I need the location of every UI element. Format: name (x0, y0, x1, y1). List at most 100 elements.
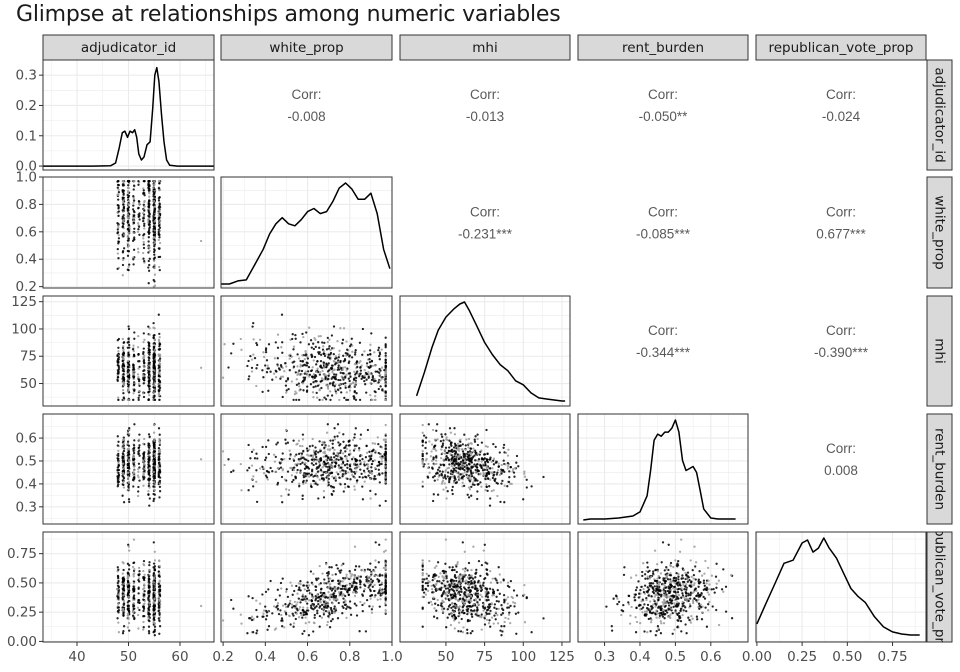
scatter-point (121, 184, 125, 187)
scatter-point (348, 389, 352, 392)
scatter-point (158, 357, 162, 360)
scatter-point (132, 349, 135, 353)
scatter-point (142, 189, 145, 192)
scatter-point (126, 379, 129, 383)
scatter-point (331, 465, 334, 469)
scatter-point (152, 497, 156, 501)
scatter-point (319, 334, 322, 338)
scatter-point (446, 467, 449, 470)
scatter-point (148, 478, 151, 481)
scatter-point (133, 179, 136, 183)
scatter-point (117, 257, 120, 260)
scatter-point (127, 459, 131, 462)
scatter-point (484, 444, 488, 448)
scatter-point (340, 375, 343, 378)
scatter-point (276, 346, 280, 349)
scatter-point (132, 610, 135, 613)
scatter-point (476, 490, 479, 493)
scatter-point (153, 565, 157, 568)
scatter-point (281, 452, 284, 455)
scatter-point (504, 463, 507, 466)
scatter-point (157, 214, 160, 217)
scatter-point (370, 450, 374, 453)
scatter-point (291, 593, 294, 596)
scatter-point (482, 458, 485, 461)
scatter-point (310, 485, 313, 489)
scatter-point (142, 615, 145, 618)
scatter-point (157, 598, 161, 601)
scatter-point (384, 440, 387, 443)
scatter-point (122, 383, 126, 387)
scatter-point (332, 352, 335, 356)
scatter-point (378, 460, 381, 464)
scatter-point (148, 619, 151, 623)
scatter-point (142, 457, 145, 460)
scatter-point (384, 474, 387, 477)
scatter-point (281, 395, 284, 399)
scatter-point (369, 381, 372, 385)
scatter-point (117, 452, 120, 456)
scatter-point (138, 394, 141, 397)
scatter-point (142, 246, 146, 250)
scatter-point (341, 338, 345, 341)
scatter-point (117, 631, 121, 634)
scatter-point (370, 359, 374, 363)
scatter-point (369, 562, 372, 565)
scatter-point (147, 266, 150, 269)
scatter-point (320, 616, 324, 619)
scatter-point (157, 313, 160, 316)
scatter-point (347, 439, 350, 443)
scatter-point (329, 398, 332, 402)
scatter-point (336, 435, 339, 438)
scatter-point (354, 349, 357, 352)
scatter-point (295, 464, 299, 467)
scatter-point (132, 449, 135, 453)
scatter-point (121, 337, 124, 341)
scatter-point (456, 471, 459, 474)
scatter-point (309, 474, 313, 477)
scatter-point (295, 383, 299, 387)
scatter-point (122, 442, 125, 445)
scatter-point (152, 477, 156, 480)
scatter-point (384, 377, 387, 381)
scatter-point (328, 345, 331, 348)
scatter-point (342, 354, 345, 357)
scatter-point (362, 376, 366, 379)
scatter-point (344, 381, 347, 385)
scatter-point (502, 459, 505, 462)
scatter-point (148, 458, 151, 461)
scatter-point (427, 462, 430, 466)
scatter-point (121, 438, 125, 442)
scatter-point (126, 213, 130, 216)
scatter-point (298, 482, 301, 485)
scatter-point (152, 366, 155, 370)
scatter-point (126, 442, 130, 445)
scatter-point (250, 464, 254, 467)
scatter-point (299, 462, 302, 466)
scatter-point (421, 480, 424, 483)
scatter-point (122, 233, 126, 236)
scatter-point (334, 378, 338, 381)
scatter-point (470, 442, 473, 445)
scatter-point (290, 474, 294, 477)
scatter-point (373, 459, 376, 462)
scatter-point (290, 355, 294, 358)
scatter-point (442, 439, 445, 442)
scatter-point (301, 364, 304, 367)
scatter-point (147, 489, 150, 493)
scatter-point (384, 423, 387, 427)
scatter-point (446, 475, 449, 478)
scatter-point (264, 474, 268, 477)
scatter-point (137, 398, 140, 402)
scatter-point (329, 485, 333, 488)
scatter-point (429, 455, 433, 458)
scatter-point (133, 388, 136, 391)
scatter-point (157, 199, 161, 202)
scatter-point (295, 584, 298, 588)
scatter-point (117, 350, 120, 353)
scatter-point (148, 348, 151, 352)
scatter-point (147, 240, 150, 243)
scatter-point (127, 217, 130, 220)
scatter-point (133, 423, 136, 426)
scatter-point (473, 440, 477, 443)
